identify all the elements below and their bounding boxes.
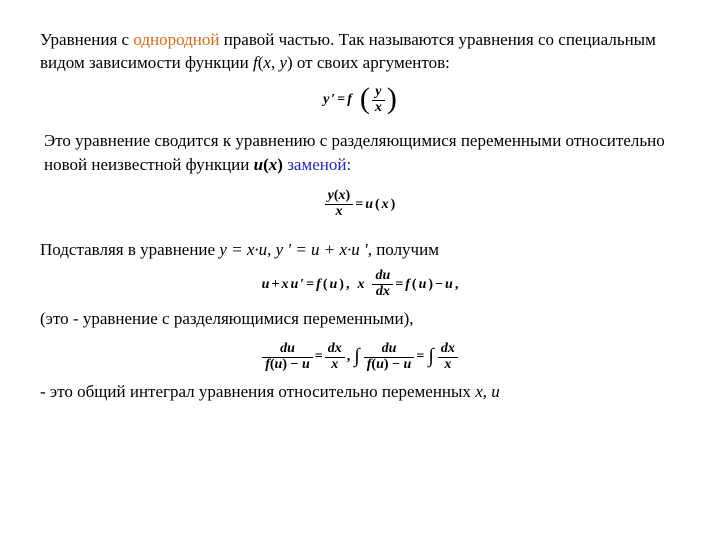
paragraph-2: Это уравнение сводится к уравнению с раз… <box>44 129 680 176</box>
f3-x2: x <box>357 275 364 294</box>
p5-x: x <box>475 382 483 401</box>
f4-comma: , <box>347 347 351 366</box>
f3-fd-d: d <box>376 284 383 299</box>
f3-u: u <box>262 275 270 294</box>
f1-f: f <box>347 90 352 109</box>
f3-fraction: du dx <box>372 269 393 299</box>
f3-u2: u <box>290 275 298 294</box>
f3-rp2: ) <box>428 275 433 294</box>
f2-fraction: y(x) x <box>325 189 354 219</box>
f2-lp: ( <box>375 195 380 214</box>
paragraph-4: (это - уравнение с разделяющимися переме… <box>40 307 680 330</box>
p1-homogeneous-word: однородной <box>133 30 219 49</box>
f2-u: u <box>365 195 373 214</box>
paragraph-3: Подставляя в уравнение y = x·u, y ' = u … <box>40 238 680 261</box>
f3-x: x <box>281 275 288 294</box>
p1-y: y <box>279 53 287 72</box>
f3-rp: ) <box>339 275 344 294</box>
p2-substitution-word: заменой <box>287 155 346 174</box>
f4-int1: ∫ <box>354 343 359 371</box>
f4-f2n-x: x <box>335 341 342 356</box>
f3-fd-x: x <box>383 284 390 299</box>
f3-lp2: ( <box>412 275 417 294</box>
p3-eq1: y = x·u <box>219 240 267 259</box>
f4-int2: ∫ <box>428 343 433 371</box>
p1-text-4: от своих аргументов: <box>293 53 450 72</box>
f3-f: f <box>316 275 321 294</box>
f2-den-x: x <box>335 204 342 219</box>
f4-f1d-min: − <box>287 357 302 372</box>
p3-comma: , <box>267 240 276 259</box>
f3-fn-u: u <box>382 268 390 283</box>
p2-x: x <box>269 155 278 174</box>
f3-f2: f <box>405 275 410 294</box>
f3-u3: u <box>330 275 338 294</box>
f4-eq: = <box>315 347 323 366</box>
p1-x: x <box>263 53 271 72</box>
f3-eq: = <box>306 275 314 294</box>
p5-t1: - это общий интеграл уравнения относител… <box>40 382 475 401</box>
f3-u5: u <box>445 275 453 294</box>
p3-eq2: y ' = u + x·u ' <box>276 240 368 259</box>
formula-substitution: y(x) x = u(x) <box>40 186 680 219</box>
f4-frac1: du f(u) − u <box>262 342 313 372</box>
f1-y: y <box>323 90 329 109</box>
f4-eq2: = <box>416 347 424 366</box>
f2-eq: = <box>355 195 363 214</box>
f3-eq2: = <box>395 275 403 294</box>
p2-colon: : <box>346 155 351 174</box>
f3-plus: + <box>271 275 279 294</box>
p2-u: u <box>254 155 263 174</box>
p3-t2: , получим <box>368 240 439 259</box>
f3-u4: u <box>419 275 427 294</box>
formula-homogeneous-ode: y′ = f ( y x ) <box>40 85 680 115</box>
p5-comma: , <box>483 382 492 401</box>
paragraph-1: Уравнения с однородной правой частью. Та… <box>40 28 680 75</box>
f1-rparen: ) <box>387 84 397 114</box>
f4-f1n-u: u <box>287 341 295 356</box>
paragraph-5: - это общий интеграл уравнения относител… <box>40 380 680 403</box>
p4-t1: (это - уравнение с разделяющимися переме… <box>40 309 414 328</box>
f4-f2d-x: x <box>331 357 338 372</box>
f1-eq: = <box>337 90 345 109</box>
f1-num: y <box>375 84 381 99</box>
f3-prime: ′ <box>300 275 304 294</box>
slide-page: Уравнения с однородной правой частью. Та… <box>0 0 720 432</box>
f2-num-x: x <box>339 188 346 203</box>
formula-derived: u + xu′ = f(u), x du dx = f(u) − u, <box>40 269 680 299</box>
f3-minus: − <box>435 275 443 294</box>
p2-t1: Это уравнение сводится к уравнению с раз… <box>44 131 665 173</box>
f4-f1d-u2: u <box>302 357 310 372</box>
f1-fraction: y x <box>372 85 385 115</box>
p5-u: u <box>491 382 500 401</box>
formula-integral: du f(u) − u = dx x , ∫ du f(u) − u = ∫ d… <box>40 339 680 372</box>
f4-frac4: dx x <box>438 342 458 372</box>
f3-comma2: , <box>455 275 459 294</box>
f4-f2n-d: d <box>328 341 335 356</box>
f3-comma: , <box>346 275 350 294</box>
f2-x: x <box>382 195 389 214</box>
p3-t1: Подставляя в уравнение <box>40 240 219 259</box>
f1-den: x <box>375 100 382 115</box>
f2-rp: ) <box>391 195 396 214</box>
f3-lp: ( <box>323 275 328 294</box>
f4-frac3: du f(u) − u <box>364 342 415 372</box>
f4-frac2: dx x <box>325 342 345 372</box>
f2-num-rp: ) <box>346 188 351 203</box>
p1-text-1: Уравнения с <box>40 30 133 49</box>
f1-prime: ′ <box>331 90 335 109</box>
f1-lparen: ( <box>360 84 370 114</box>
